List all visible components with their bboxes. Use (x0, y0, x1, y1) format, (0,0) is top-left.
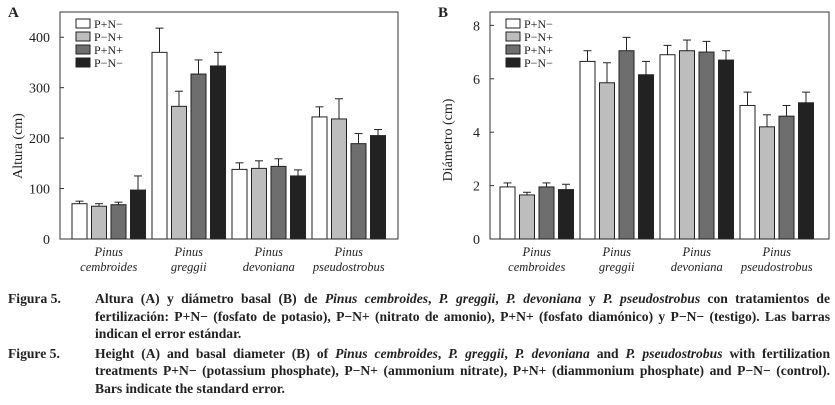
y-tick-label: 300 (29, 82, 50, 97)
caption-text-es: Altura (A) y diámetro basal (B) de Pinus… (95, 291, 831, 341)
bar (251, 167, 267, 240)
bar (679, 50, 695, 240)
caption-english: Figure 5. Height (A) and basal diameter … (8, 345, 830, 398)
legend-label: P−N− (94, 56, 123, 70)
y-tick-label: 6 (473, 73, 480, 88)
bar (350, 143, 367, 240)
category-label-line2: devoniana (671, 260, 723, 274)
legend-label: P+N+ (524, 43, 553, 57)
panel-letter-b: B (438, 5, 448, 21)
category-label-line2: pseudostrobus (740, 260, 813, 274)
y-tick-label: 0 (43, 233, 50, 248)
y-tick-label: 400 (29, 31, 50, 46)
category-label-line1: Pinus (762, 245, 792, 259)
legend-label: P−N+ (524, 30, 553, 44)
y-tick-label: 4 (473, 126, 480, 141)
bar (171, 105, 187, 240)
category-label-line1: Pinus (602, 245, 632, 259)
caption-label-en: Figure 5. (8, 345, 60, 361)
bar (231, 168, 248, 240)
bar (71, 203, 88, 240)
caption-label-es: Figura 5. (8, 291, 61, 306)
legend-swatch (75, 57, 91, 68)
bar (331, 118, 347, 240)
bar (290, 175, 306, 240)
legend-label: P−N+ (94, 30, 123, 44)
bar (311, 116, 328, 240)
legend-swatch (505, 18, 521, 29)
category-label-line2: devoniana (243, 260, 295, 274)
category-label-line1: Pinus (682, 245, 712, 259)
bar (270, 165, 287, 240)
bar (778, 115, 795, 240)
figure-caption: Figura 5. Altura (A) y diámetro basal (B… (8, 290, 830, 399)
bar (739, 104, 756, 240)
legend-label: P+N− (94, 17, 123, 31)
category-label-line1: Pinus (174, 245, 204, 259)
bar (558, 189, 574, 240)
y-tick-label: 100 (29, 183, 50, 198)
plot-frame-a (59, 11, 399, 240)
y-axis-label-a: Altura (cm) (11, 113, 26, 179)
panel-letter-a: A (8, 5, 19, 21)
bar (190, 73, 207, 240)
bar (638, 74, 654, 240)
category-label-line2: greggii (599, 260, 635, 274)
legend-label: P+N− (524, 17, 553, 31)
bar (151, 51, 168, 240)
bar (110, 204, 127, 240)
y-tick-label: 2 (473, 180, 480, 195)
bar (579, 60, 596, 240)
category-label-line1: Pinus (94, 245, 124, 259)
bar (210, 65, 226, 240)
bar (130, 189, 146, 240)
bar (91, 205, 107, 240)
bar (599, 82, 615, 240)
bar (759, 126, 775, 240)
legend-label: P−N− (524, 56, 553, 70)
bar (499, 186, 516, 240)
category-label-line2: cembroides (508, 260, 565, 274)
bar (798, 102, 814, 240)
category-label-line2: greggii (171, 260, 207, 274)
category-label-line2: cembroides (80, 260, 137, 274)
legend-swatch (75, 31, 91, 42)
category-label-line2: pseudostrobus (312, 260, 385, 274)
legend-label: P+N+ (94, 43, 123, 57)
y-tick-label: 8 (473, 19, 480, 34)
y-tick-label: 200 (29, 132, 50, 147)
bar (519, 194, 535, 240)
bar (698, 51, 715, 240)
bar (538, 186, 555, 240)
legend-swatch (505, 57, 521, 68)
bar (370, 135, 386, 240)
legend-swatch (75, 18, 91, 29)
bar (718, 59, 734, 240)
legend-swatch (505, 31, 521, 42)
category-label-line1: Pinus (334, 245, 364, 259)
caption-spanish: Figura 5. Altura (A) y diámetro basal (B… (8, 290, 830, 343)
bar (659, 54, 676, 240)
legend-swatch (505, 44, 521, 55)
figure-charts: A Altura (cm) B Diámetro (cm) 0 100 200 300… (8, 5, 830, 274)
caption-text-en: Height (A) and basal diameter (B) of Pin… (95, 345, 830, 396)
category-label-line1: Pinus (522, 245, 552, 259)
category-label-line1: Pinus (254, 245, 284, 259)
y-tick-label: 0 (473, 233, 480, 248)
bar (618, 50, 635, 240)
y-axis-label-b: Diámetro (cm) (441, 98, 456, 181)
legend-swatch (75, 44, 91, 55)
